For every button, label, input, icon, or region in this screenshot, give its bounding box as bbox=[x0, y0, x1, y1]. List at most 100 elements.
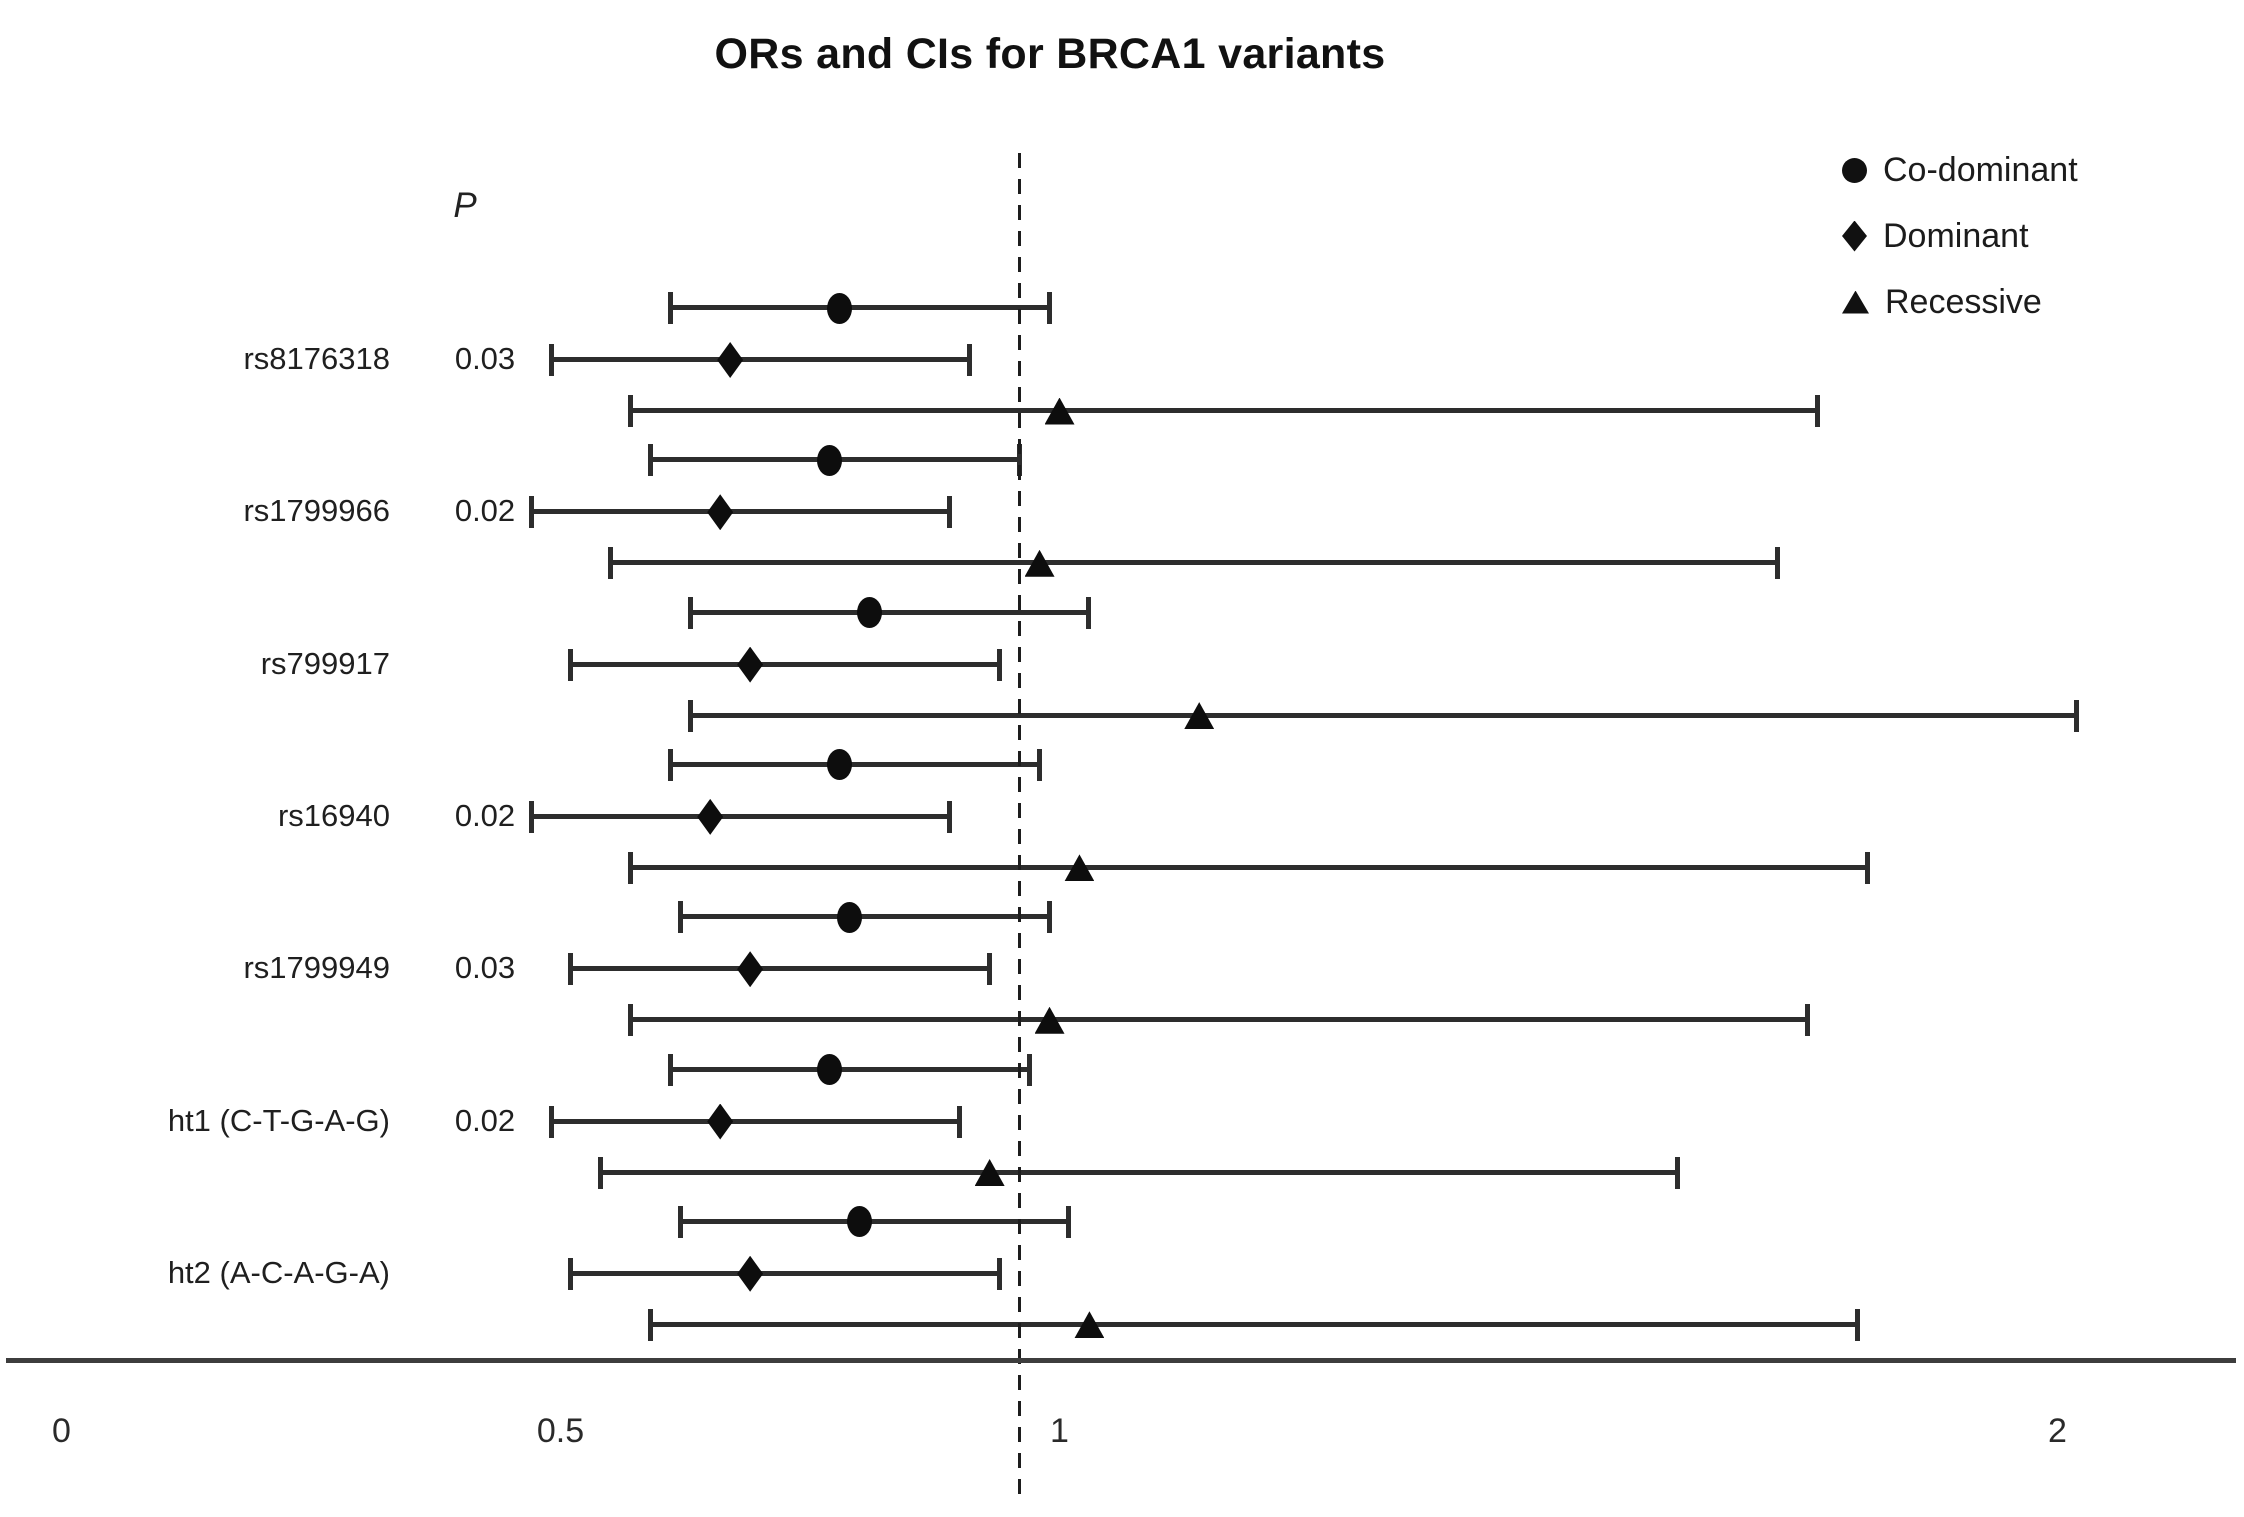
ci-bar bbox=[570, 661, 1000, 667]
p-column-header: P bbox=[453, 186, 477, 225]
ci-cap-right bbox=[1864, 851, 1870, 884]
triangle-marker-icon bbox=[1842, 290, 1869, 314]
ci-bar bbox=[550, 1118, 960, 1124]
ci-cap-right bbox=[946, 496, 952, 529]
legend-item-recessive: Recessive bbox=[1842, 269, 2078, 335]
ci-cap-right bbox=[956, 1105, 962, 1138]
ci-bar bbox=[680, 1218, 1070, 1224]
ci-bar bbox=[630, 864, 1868, 870]
ci-cap-left bbox=[548, 344, 554, 376]
legend-item-dominant: Dominant bbox=[1842, 203, 2078, 269]
legend-label: Co-dominant bbox=[1883, 150, 2078, 189]
diamond-marker-icon bbox=[737, 646, 764, 683]
x-axis-tick-label: 2 bbox=[2048, 1412, 2067, 1450]
p-value: 0.02 bbox=[454, 1102, 516, 1138]
circle-marker-icon bbox=[857, 597, 883, 629]
variant-label: rs8176318 bbox=[243, 341, 390, 376]
ci-cap-left bbox=[668, 292, 674, 324]
ci-cap-left bbox=[568, 953, 574, 986]
circle-marker-icon bbox=[827, 292, 853, 324]
ci-bar bbox=[610, 560, 1779, 566]
diamond-marker-icon bbox=[737, 951, 764, 988]
ci-bar bbox=[630, 408, 1818, 413]
variant-label: rs799917 bbox=[260, 645, 390, 681]
ci-bar bbox=[600, 1169, 1679, 1175]
x-axis-tick-label: 1 bbox=[1050, 1412, 1069, 1450]
ci-cap-right bbox=[1086, 596, 1092, 629]
ci-bar bbox=[670, 1066, 1030, 1072]
ci-cap-right bbox=[1675, 1156, 1681, 1189]
ci-cap-left bbox=[688, 699, 694, 732]
variant-label: rs16940 bbox=[277, 797, 390, 833]
ci-cap-left bbox=[678, 901, 684, 934]
ci-cap-right bbox=[1805, 1004, 1810, 1037]
ci-cap-right bbox=[1814, 395, 1820, 427]
circle-marker-icon bbox=[847, 1206, 873, 1238]
variant-label: ht2 (A-C-A-G-A) bbox=[167, 1254, 390, 1290]
ci-cap-right bbox=[986, 953, 992, 986]
diamond-marker-icon bbox=[717, 342, 744, 378]
circle-marker-icon bbox=[1842, 157, 1867, 183]
diamond-marker-icon bbox=[1842, 220, 1867, 252]
diamond-marker-icon bbox=[707, 494, 734, 531]
circle-marker-icon bbox=[817, 444, 843, 476]
p-value: 0.03 bbox=[454, 950, 516, 986]
ci-cap-left bbox=[608, 547, 614, 580]
ci-cap-left bbox=[668, 1053, 674, 1086]
ci-bar bbox=[670, 305, 1050, 310]
circle-marker-icon bbox=[837, 901, 863, 933]
variant-label: ht1 (C-T-G-A-G) bbox=[167, 1102, 390, 1138]
ci-cap-right bbox=[996, 1257, 1002, 1290]
ci-cap-left bbox=[678, 1205, 684, 1238]
x-axis-tick-label: 0.5 bbox=[536, 1412, 585, 1450]
ci-cap-right bbox=[1046, 292, 1052, 324]
legend-label: Recessive bbox=[1885, 282, 2042, 321]
ci-cap-right bbox=[1026, 1053, 1032, 1086]
ci-bar bbox=[680, 914, 1050, 920]
legend-label: Dominant bbox=[1883, 216, 2029, 255]
ci-cap-left bbox=[568, 648, 574, 681]
legend: Co-dominant Dominant Recessive bbox=[1842, 137, 2078, 335]
reference-line-dashed bbox=[1018, 153, 1022, 1495]
ci-cap-right bbox=[1046, 901, 1052, 934]
ci-cap-left bbox=[568, 1257, 574, 1290]
ci-bar bbox=[570, 966, 990, 972]
diamond-marker-icon bbox=[697, 798, 724, 835]
ci-bar bbox=[530, 509, 950, 515]
ci-cap-left bbox=[528, 496, 534, 529]
variant-label: rs1799966 bbox=[243, 493, 390, 529]
ci-bar bbox=[690, 712, 2078, 718]
ci-cap-left bbox=[628, 395, 634, 427]
chart-title: ORs and CIs for BRCA1 variants bbox=[714, 30, 1386, 78]
ci-cap-right bbox=[996, 648, 1002, 681]
x-axis-line bbox=[6, 1358, 2236, 1363]
ci-cap-left bbox=[648, 1308, 654, 1341]
ci-bar bbox=[570, 1270, 1000, 1276]
p-value: 0.03 bbox=[454, 341, 516, 376]
ci-bar bbox=[650, 1321, 1858, 1327]
ci-bar bbox=[670, 761, 1040, 767]
ci-cap-left bbox=[598, 1156, 604, 1189]
ci-bar bbox=[630, 1017, 1808, 1023]
diamond-marker-icon bbox=[707, 1103, 734, 1140]
ci-cap-right bbox=[1854, 1308, 1860, 1341]
diamond-marker-icon bbox=[737, 1255, 764, 1292]
p-value: 0.02 bbox=[454, 797, 516, 833]
ci-cap-left bbox=[668, 748, 674, 781]
ci-cap-left bbox=[528, 800, 534, 833]
ci-cap-right bbox=[946, 800, 952, 833]
ci-cap-left bbox=[628, 1004, 634, 1037]
ci-cap-right bbox=[1036, 748, 1042, 781]
variant-label: rs1799949 bbox=[243, 950, 390, 986]
ci-cap-left bbox=[628, 851, 634, 884]
ci-cap-right bbox=[1066, 1205, 1072, 1238]
ci-cap-left bbox=[648, 444, 654, 477]
ci-cap-right bbox=[1775, 547, 1781, 580]
ci-bar bbox=[690, 609, 1090, 615]
circle-marker-icon bbox=[817, 1054, 843, 1085]
ci-cap-right bbox=[966, 344, 972, 376]
legend-item-co-dominant: Co-dominant bbox=[1842, 137, 2078, 203]
ci-cap-left bbox=[688, 596, 694, 629]
circle-marker-icon bbox=[827, 749, 853, 781]
